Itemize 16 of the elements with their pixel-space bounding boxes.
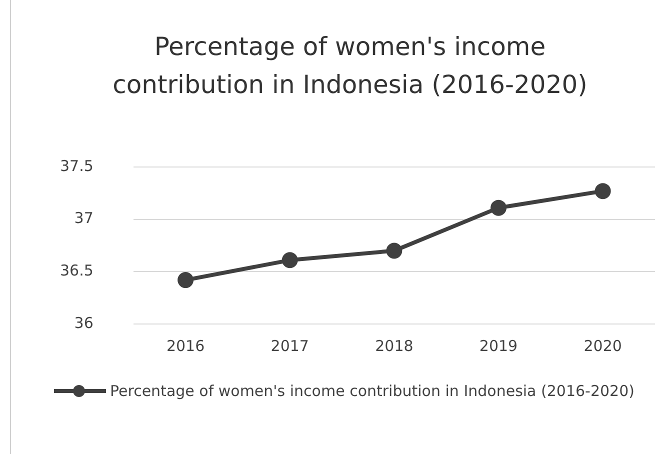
point (386, 242, 402, 259)
y-tick-label: 37 (74, 209, 94, 228)
x-tick-label: 2020 (584, 336, 622, 355)
point (178, 272, 194, 288)
x-tick-label: 2018 (375, 336, 414, 355)
legend-label: Percentage of women's income contribution in Indonesia (2016-2020) (110, 381, 634, 402)
x-tick-label: 2019 (479, 336, 518, 355)
point (490, 200, 507, 216)
y-tick-label: 36.5 (60, 262, 94, 280)
y-tick-label: 36 (74, 314, 94, 332)
point (282, 252, 298, 268)
x-tick-label: 2017 (270, 336, 309, 355)
chart-title: Percentage of women's income contribution in Indonesia (2016-2020) (112, 31, 588, 101)
x-tick-label: 2016 (166, 336, 205, 355)
point (594, 183, 611, 200)
y-tick-label: 37.5 (60, 156, 94, 175)
